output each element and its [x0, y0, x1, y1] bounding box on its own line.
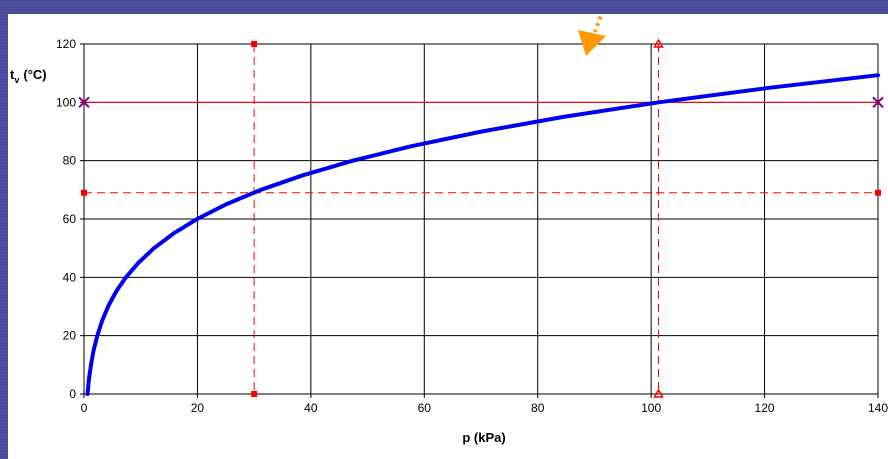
y-axis-label-sub: v	[14, 75, 19, 85]
y-axis-label-main: t	[10, 67, 15, 82]
ref-marker-square	[81, 189, 87, 196]
chart-frame: 0 20 40 60 80 100 120 140 0 20 40 60 80 100 120 tv (°C)…	[8, 14, 888, 459]
y-tick-label: 80	[63, 154, 77, 168]
series-line	[85, 73, 880, 396]
annotation-arrow-shaft	[593, 14, 604, 33]
y-tick-label: 60	[63, 212, 77, 226]
tick-labels: 0 20 40 60 80 100 120 140 0 20 40 60 80 100 120	[56, 37, 888, 415]
y-axis-label: tv (°C)	[10, 67, 47, 85]
series-layer	[85, 73, 880, 396]
y-axis-label-unit: (°C)	[23, 67, 46, 82]
y-tick-label: 40	[63, 270, 77, 284]
ref-marker-triangle	[653, 38, 664, 48]
y-tick-label: 100	[56, 95, 76, 109]
x-tick-label: 40	[304, 401, 318, 415]
ref-marker-square	[251, 41, 258, 47]
annotation-layer	[578, 14, 606, 56]
x-tick-label: 60	[418, 401, 432, 415]
x-tick-label: 80	[531, 401, 545, 415]
ref-marker-x	[872, 96, 884, 109]
x-tick-label: 120	[755, 401, 775, 415]
ref-marker-x	[78, 96, 90, 109]
x-tick-label: 100	[641, 401, 661, 415]
axis-labels: tv (°C) p (kPa)	[10, 67, 506, 445]
x-axis-label: p (kPa)	[462, 430, 505, 445]
y-tick-label: 120	[56, 37, 76, 51]
x-tick-label: 140	[868, 401, 888, 415]
x-tick-label: 0	[81, 401, 88, 415]
ref-marker-square	[875, 189, 881, 196]
y-tick-label: 0	[69, 387, 76, 401]
chart-svg: 0 20 40 60 80 100 120 140 0 20 40 60 80 100 120 tv (°C)…	[10, 14, 888, 445]
annotation-arrow-head	[578, 30, 606, 56]
ref-marker-square	[251, 391, 258, 397]
y-tick-label: 20	[63, 329, 77, 343]
x-tick-label: 20	[191, 401, 205, 415]
ref-marker-triangle	[653, 388, 664, 398]
